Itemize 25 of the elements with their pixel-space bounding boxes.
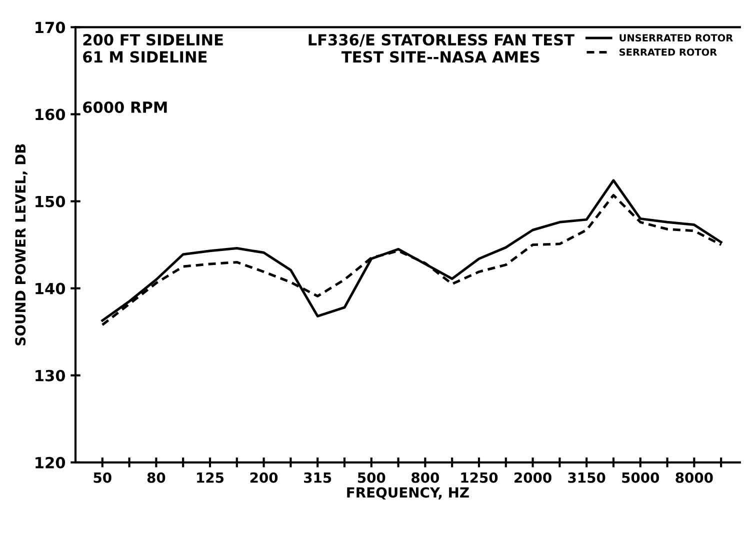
x-tick-label: 2000 bbox=[514, 472, 552, 483]
x-tick-label: 50 bbox=[94, 472, 112, 483]
x-tick-label: 1250 bbox=[461, 472, 498, 483]
x-tick-label: 125 bbox=[197, 472, 224, 483]
x-tick-label: 800 bbox=[412, 472, 440, 483]
annotation: 6000 RPM bbox=[83, 101, 167, 114]
y-tick-label: 130 bbox=[36, 370, 66, 382]
y-tick-label: 140 bbox=[36, 282, 66, 294]
x-tick-label: 3150 bbox=[568, 472, 606, 483]
x-tick-label: 200 bbox=[250, 472, 278, 483]
x-tick-label: 8000 bbox=[676, 472, 713, 483]
legend-label: SERRATED ROTOR bbox=[620, 48, 717, 56]
x-axis-title: FREQUENCY, HZ bbox=[347, 487, 469, 500]
y-axis-title: SOUND POWER LEVEL, DB bbox=[15, 144, 28, 346]
annotation: 200 FT SIDELINE 61 M SIDELINE bbox=[83, 34, 223, 63]
x-tick-label: 315 bbox=[304, 472, 332, 483]
legend-label: UNSERRATED ROTOR bbox=[620, 34, 733, 42]
y-tick-label: 160 bbox=[36, 108, 66, 120]
y-tick-label: 170 bbox=[36, 22, 66, 34]
x-tick-label: 5000 bbox=[622, 472, 660, 483]
y-tick-label: 120 bbox=[36, 456, 66, 468]
text: LF336/E STATORLESS FAN TEST TEST SITE--NASA AMES bbox=[308, 34, 574, 63]
x-tick-label: 80 bbox=[147, 472, 166, 483]
y-tick-label: 150 bbox=[36, 196, 66, 208]
x-tick-label: 500 bbox=[358, 472, 386, 483]
